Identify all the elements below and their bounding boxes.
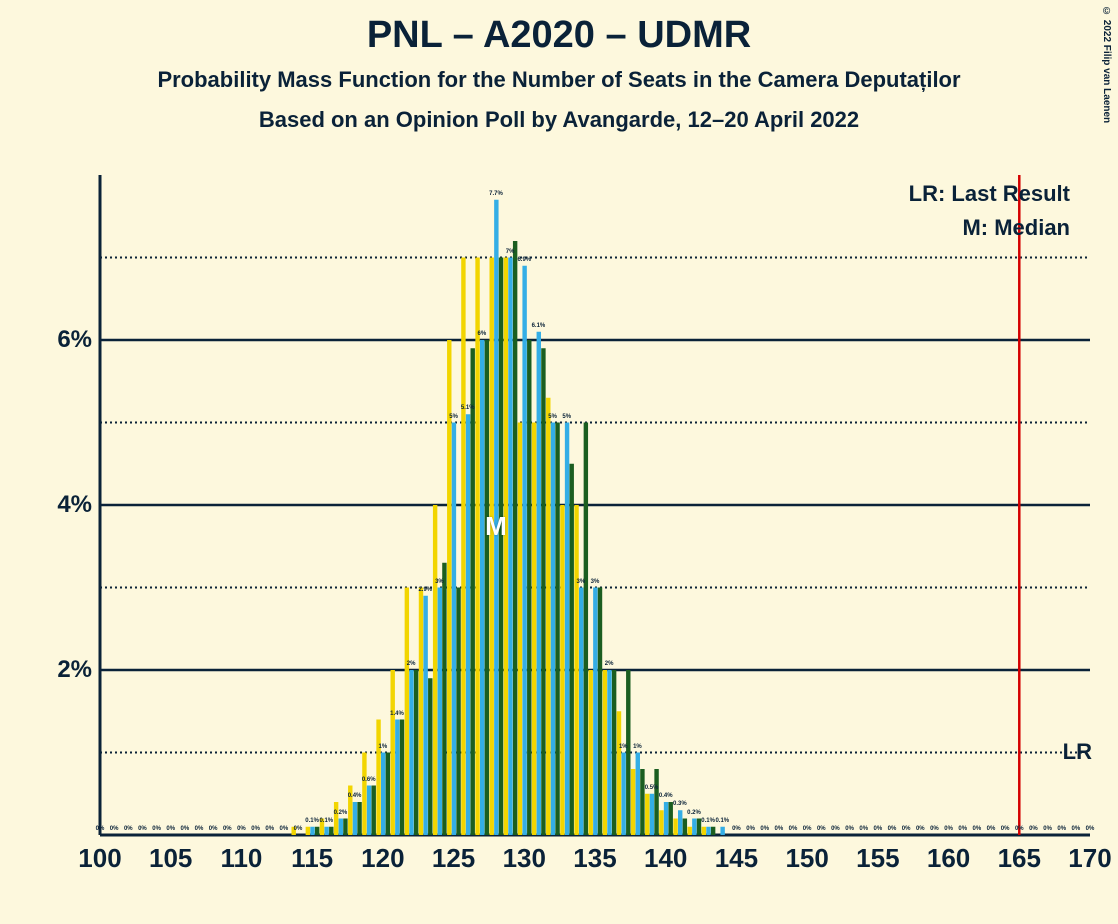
- median-marker: M: [485, 511, 507, 542]
- bar-label: 0.4%: [348, 793, 362, 799]
- chart-subtitle-1: Probability Mass Function for the Number…: [0, 67, 1118, 93]
- bar-label: 0.5%: [645, 785, 659, 791]
- bar-label: 1%: [619, 744, 628, 750]
- bar-label: 0%: [138, 826, 147, 832]
- bar-label: 0.1%: [305, 818, 319, 824]
- bar-label: 0%: [789, 826, 798, 832]
- bar-label: 0%: [251, 826, 260, 832]
- bar-label: 0%: [958, 826, 967, 832]
- bar-label: 2%: [407, 661, 416, 667]
- bar-label: 0%: [124, 826, 133, 832]
- copyright-text: © 2022 Filip van Laenen: [1101, 6, 1112, 123]
- y-tick-label: 6%: [42, 326, 92, 354]
- x-tick-label: 115: [291, 843, 333, 874]
- chart-title: PNL – A2020 – UDMR: [0, 0, 1118, 57]
- bar-label: 0%: [775, 826, 784, 832]
- bar-label: 0%: [1086, 826, 1095, 832]
- bar-label: 0%: [973, 826, 982, 832]
- bar-label: 0%: [209, 826, 218, 832]
- bar-label: 0%: [732, 826, 741, 832]
- bar-label: 7%: [506, 249, 515, 255]
- bar-label: 5%: [449, 414, 458, 420]
- legend-median: M: Median: [962, 215, 1070, 241]
- bar-label: 0.2%: [334, 810, 348, 816]
- bar-label: 0.4%: [659, 793, 673, 799]
- bar-label: 0%: [1029, 826, 1038, 832]
- bar-label: 6%: [478, 331, 487, 337]
- x-tick-label: 130: [503, 843, 546, 874]
- bar-label: 1%: [379, 744, 388, 750]
- bar-label: 2%: [605, 661, 614, 667]
- bar-label: 0%: [265, 826, 274, 832]
- bar-label: 3%: [577, 579, 586, 585]
- bar-label: 5.1%: [461, 405, 475, 411]
- bar-label: 0%: [110, 826, 119, 832]
- bar-label: 0.3%: [673, 801, 687, 807]
- bar-label: 0%: [166, 826, 175, 832]
- bar-label: 2.9%: [418, 587, 432, 593]
- x-tick-label: 140: [644, 843, 687, 874]
- y-tick-label: 4%: [42, 491, 92, 519]
- x-tick-label: 110: [220, 843, 262, 874]
- bar-label: 0%: [294, 826, 303, 832]
- bar-label: 0%: [152, 826, 161, 832]
- bar-label: 0%: [1015, 826, 1024, 832]
- y-tick-label: 2%: [42, 656, 92, 684]
- bar-label: 0%: [803, 826, 812, 832]
- bar-label: 3%: [435, 579, 444, 585]
- bar-label: 0%: [817, 826, 826, 832]
- bar-label: 0.6%: [362, 777, 376, 783]
- last-result-marker: LR: [1063, 739, 1092, 765]
- bar-label: 0%: [944, 826, 953, 832]
- bar-label: 6.1%: [532, 323, 546, 329]
- bar-label: 0%: [181, 826, 190, 832]
- bar-label: 0%: [237, 826, 246, 832]
- bar-label: 1.4%: [390, 711, 404, 717]
- bar-label: 0%: [859, 826, 868, 832]
- bar-label: 3%: [591, 579, 600, 585]
- bar-label: 0.1%: [319, 818, 333, 824]
- bar-label: 0%: [1043, 826, 1052, 832]
- chart-area: LR: Last Result M: Median 2%4%6% 0%0%0%0…: [40, 175, 1100, 875]
- bar-label: 5%: [562, 414, 571, 420]
- bar-label: 0%: [930, 826, 939, 832]
- bar-label: 0%: [1001, 826, 1010, 832]
- bar-label: 0%: [987, 826, 996, 832]
- x-tick-label: 145: [715, 843, 758, 874]
- bar-label: 0%: [874, 826, 883, 832]
- bar-label: 7.7%: [489, 191, 503, 197]
- chart-subtitle-2: Based on an Opinion Poll by Avangarde, 1…: [0, 107, 1118, 133]
- bar-label: 0%: [888, 826, 897, 832]
- x-tick-label: 105: [149, 843, 192, 874]
- bar-label: 0%: [1057, 826, 1066, 832]
- x-tick-label: 165: [998, 843, 1041, 874]
- bar-label: 5%: [548, 414, 557, 420]
- bar-label: 0%: [845, 826, 854, 832]
- x-tick-label: 135: [573, 843, 616, 874]
- x-tick-label: 100: [78, 843, 121, 874]
- bar-label: 0%: [195, 826, 204, 832]
- legend-last-result: LR: Last Result: [909, 181, 1070, 207]
- bar-label: 0%: [223, 826, 232, 832]
- x-tick-label: 125: [432, 843, 475, 874]
- x-tick-label: 120: [361, 843, 404, 874]
- bar-label: 0%: [916, 826, 925, 832]
- bar-label: 0%: [902, 826, 911, 832]
- bar-label: 0%: [280, 826, 289, 832]
- bar-label: 0%: [96, 826, 105, 832]
- x-tick-label: 170: [1068, 843, 1111, 874]
- chart-svg: [40, 175, 1100, 875]
- x-tick-label: 150: [785, 843, 828, 874]
- x-tick-label: 160: [927, 843, 970, 874]
- x-tick-label: 155: [856, 843, 899, 874]
- bar-label: 0%: [1072, 826, 1081, 832]
- bar-label: 0%: [746, 826, 755, 832]
- bar-label: 0%: [760, 826, 769, 832]
- bar-label: 0.2%: [687, 810, 701, 816]
- bar-label: 0%: [831, 826, 840, 832]
- bar-label: 6.9%: [517, 257, 531, 263]
- bar-label: 0.1%: [715, 818, 729, 824]
- bar-label: 1%: [633, 744, 642, 750]
- bar-label: 0.1%: [701, 818, 715, 824]
